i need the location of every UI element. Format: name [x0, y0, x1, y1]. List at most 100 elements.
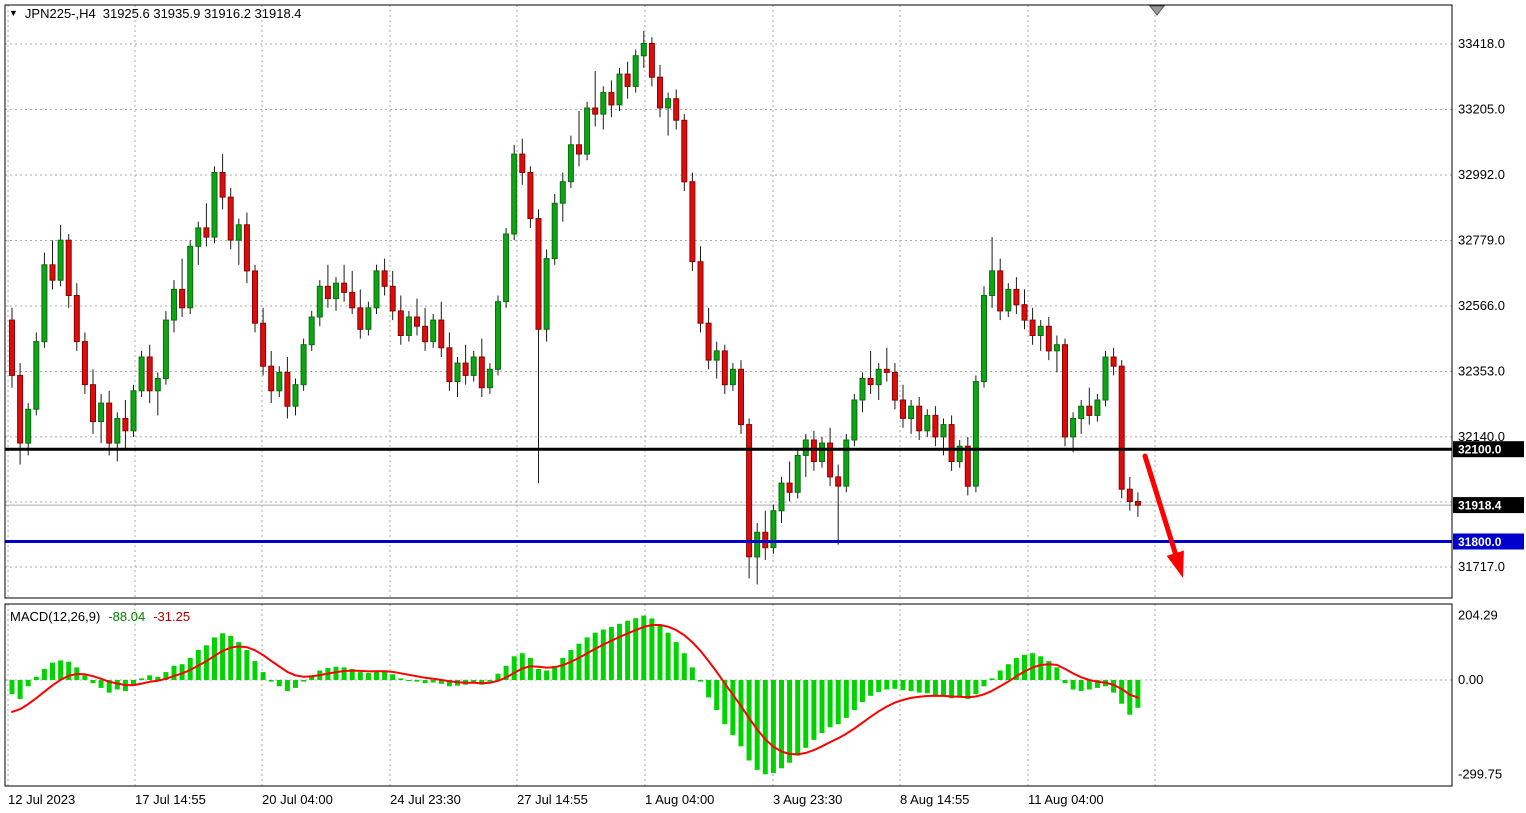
candle-body: [260, 322, 267, 367]
macd-bar: [236, 642, 242, 680]
candle: [422, 307, 429, 351]
candle-body: [179, 288, 186, 309]
macd-bar: [171, 665, 177, 680]
macd-bar: [770, 680, 776, 774]
candle: [1045, 317, 1052, 361]
candle-body: [65, 239, 72, 296]
macd-bar: [965, 680, 971, 699]
candle-body: [900, 399, 906, 419]
macd-bar: [309, 675, 315, 680]
macd-bar: [1038, 656, 1044, 680]
candle: [729, 363, 736, 391]
candle: [713, 341, 720, 379]
macd-bar: [1046, 661, 1052, 680]
candle: [114, 412, 121, 462]
macd-bar: [600, 629, 606, 680]
macd-bar: [851, 680, 857, 710]
macd-bar: [333, 666, 339, 680]
macd-bar: [633, 618, 639, 680]
candle: [349, 270, 356, 314]
trend-arrow-line[interactable]: [1142, 453, 1178, 556]
candle-body: [851, 399, 858, 441]
candle-body: [1118, 365, 1125, 490]
candle: [243, 212, 250, 284]
candle: [130, 384, 137, 437]
candle-body: [665, 98, 672, 109]
candle-body: [592, 107, 599, 115]
candle: [1021, 289, 1028, 330]
candle-body: [567, 144, 574, 183]
macd-bar: [511, 656, 517, 680]
candle: [17, 363, 24, 465]
chart-shift-marker-icon[interactable]: [1148, 5, 1166, 16]
candle: [1037, 320, 1044, 351]
macd-bar: [795, 680, 801, 756]
macd-bar: [746, 680, 752, 761]
candle: [284, 357, 291, 419]
macd-bar: [252, 661, 258, 680]
candle-body: [705, 322, 712, 361]
candle: [746, 418, 753, 579]
candle: [179, 258, 186, 317]
candle: [1005, 283, 1012, 317]
macd-bar: [519, 653, 525, 680]
candle: [98, 393, 105, 444]
candle: [608, 80, 615, 118]
candle: [462, 344, 469, 385]
candle-body: [365, 307, 372, 330]
candle: [576, 111, 582, 167]
symbol-dropdown-icon[interactable]: ▼: [9, 8, 18, 18]
candle-body: [535, 218, 542, 330]
candle: [875, 363, 882, 400]
candle: [1094, 393, 1101, 422]
candle: [300, 338, 307, 391]
candle: [1134, 492, 1141, 517]
candle-body: [138, 356, 145, 392]
price-axis-label: 32353.0: [1458, 364, 1505, 379]
candle-body: [1134, 501, 1141, 506]
macd-bar: [495, 673, 501, 680]
candle: [1062, 338, 1068, 447]
candle: [867, 350, 874, 394]
candle: [924, 409, 931, 437]
macd-bar: [365, 673, 371, 680]
candle-body: [1070, 418, 1077, 438]
candle: [770, 504, 777, 554]
macd-bar: [949, 680, 955, 699]
price-tag-label: 31918.4: [1458, 499, 1502, 513]
macd-bar: [617, 623, 622, 680]
macd-bar: [827, 680, 833, 728]
candle-body: [33, 341, 40, 410]
macd-bar: [698, 680, 703, 682]
candle: [1118, 360, 1125, 499]
macd-bar: [681, 653, 687, 680]
macd-bar: [932, 680, 938, 696]
candle: [292, 378, 299, 416]
candle-body: [98, 402, 105, 423]
candle: [122, 400, 129, 450]
macd-bar: [892, 680, 898, 689]
macd-axis-label: 204.29: [1458, 608, 1498, 623]
candle: [519, 138, 526, 185]
macd-bar: [876, 680, 882, 692]
trend-arrow-head[interactable]: [1166, 550, 1184, 579]
candle-body: [495, 301, 501, 370]
candle-body: [422, 325, 429, 343]
candle-body: [527, 172, 534, 220]
macd-bar: [398, 678, 404, 680]
macd-bar: [1086, 680, 1092, 690]
candle-body: [41, 264, 48, 343]
macd-bar: [689, 667, 695, 680]
candle-body: [9, 319, 15, 376]
macd-main-value: -88.04: [108, 609, 146, 624]
candle-body: [446, 347, 453, 383]
macd-bar: [576, 643, 582, 680]
macd-bar: [1078, 680, 1084, 691]
price-axis-label: 33205.0: [1458, 102, 1505, 117]
macd-name-label: MACD(12,26,9): [10, 609, 101, 624]
candle: [956, 440, 963, 468]
candle: [997, 258, 1004, 321]
candle-body: [438, 319, 445, 349]
macd-bar: [139, 678, 145, 680]
